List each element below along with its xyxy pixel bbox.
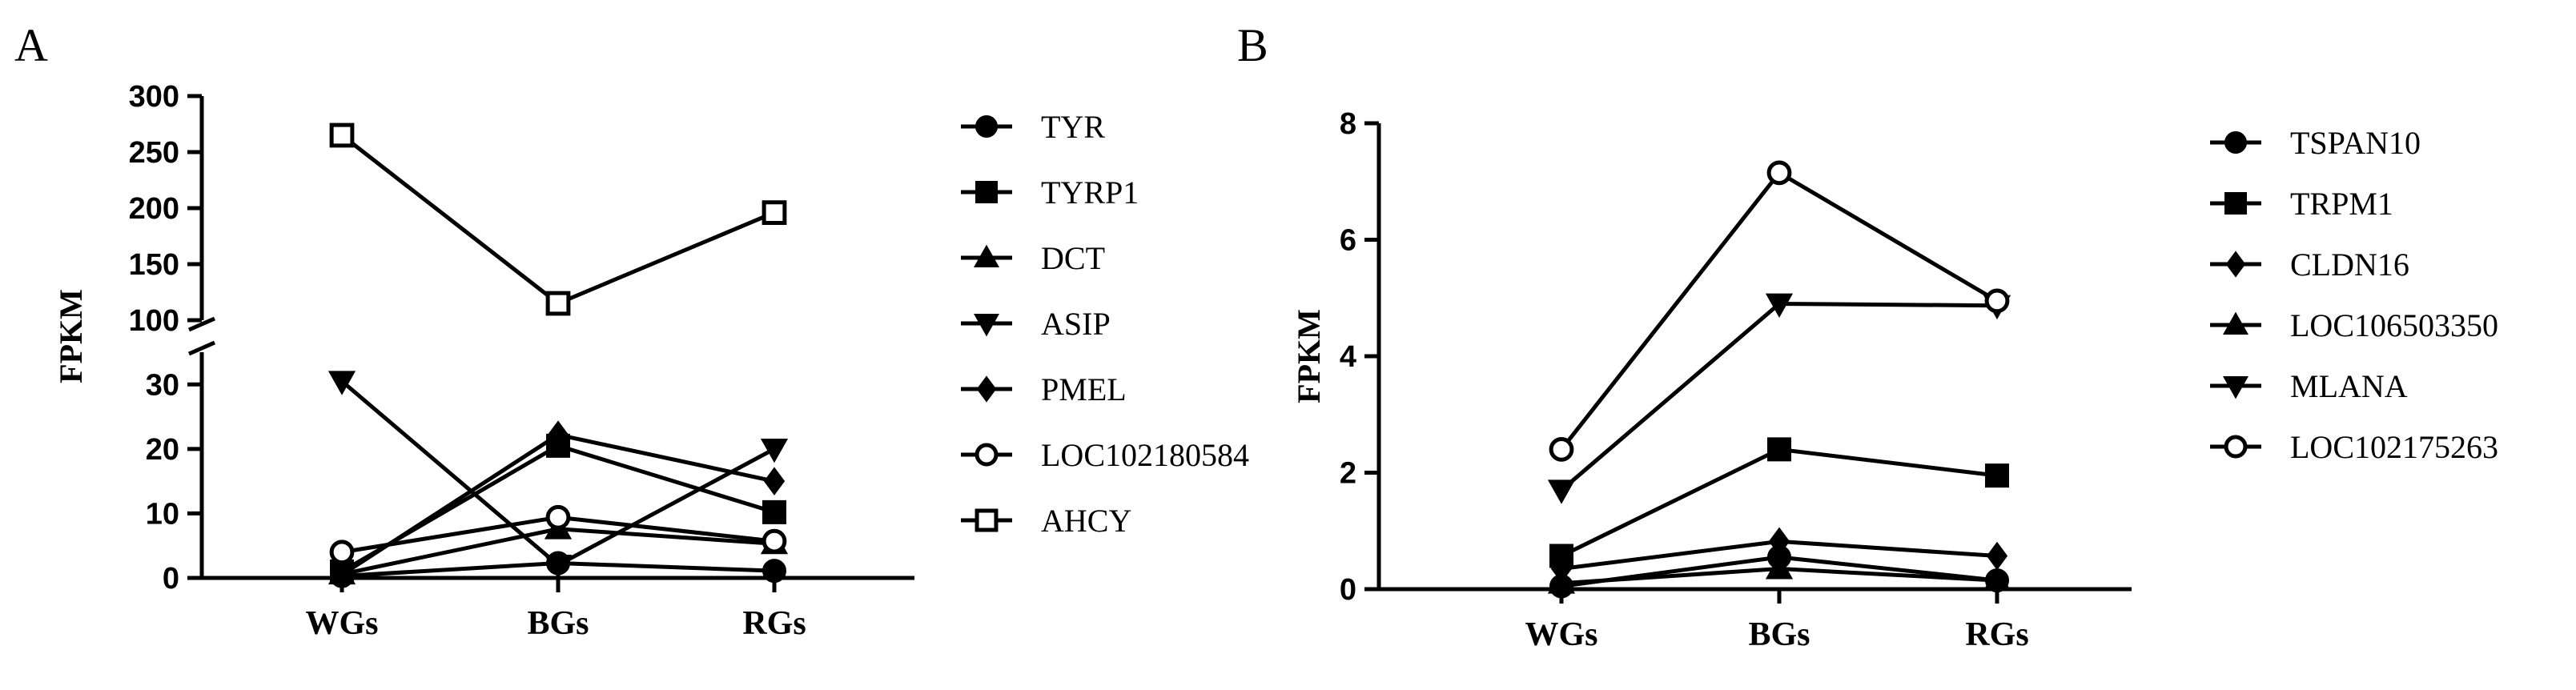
x-tick-label-rgs: RGs	[1965, 616, 2028, 653]
y-upper-tick-label-200: 200	[129, 192, 179, 226]
point-loc102175263-wgs	[1549, 437, 1574, 462]
legend-marker-tspan10	[2224, 131, 2247, 154]
legend-marker-asip	[973, 313, 1000, 337]
legend-label-trpm1: TRPM1	[2290, 186, 2393, 222]
chart-b: 0 2 4 6 8 WGs BGs RGs FPKM TSPAN10 TRPM1 CLDN16 LOC1…	[1291, 107, 2498, 653]
x-tick-label-bgs: BGs	[527, 605, 589, 642]
point-loc106503350-rgs	[1983, 566, 2011, 591]
x-tick-label-wgs: WGs	[305, 605, 378, 642]
y-tick-label-2: 2	[1340, 457, 1356, 491]
point-tyrp1-rgs	[762, 499, 786, 524]
legend-marker-mlana	[2222, 375, 2249, 399]
axis-break-mark-top	[187, 316, 216, 332]
series-line-ahcy	[340, 134, 775, 306]
series-line-mlana	[1560, 302, 1998, 492]
legend-marker-trpm1	[2224, 192, 2247, 215]
y-upper-tick-label-100: 100	[129, 304, 179, 338]
point-ahcy-bgs	[545, 291, 571, 316]
legend-marker-dct	[973, 244, 1000, 268]
point-pmel-bgs	[547, 420, 569, 449]
point-trpm1-rgs	[1985, 463, 2009, 488]
y-axis-label: FPKM	[1291, 309, 1327, 403]
legend-marker-loc102180584	[975, 443, 999, 467]
point-mlana-wgs	[1547, 479, 1576, 504]
axis-break-mark-bottom	[187, 340, 216, 356]
legend-label-loc102175263: LOC102175263	[2290, 429, 2498, 465]
y-lower-tick-label-20: 20	[146, 433, 179, 467]
legend-marker-pmel	[976, 375, 997, 403]
y-upper-tick-label-300: 300	[129, 80, 179, 114]
x-tick-label-wgs: WGs	[1525, 616, 1597, 653]
legend-label-dct: DCT	[1041, 240, 1105, 276]
panel-b-letter: B	[1237, 19, 1268, 71]
point-loc102180584-wgs	[329, 540, 355, 565]
y-upper-tick-label-150: 150	[129, 248, 179, 282]
legend-label-tyr: TYR	[1041, 109, 1105, 145]
legend-label-mlana: MLANA	[2290, 368, 2408, 404]
legend-marker-tyrp1	[975, 181, 998, 203]
x-tick-label-bgs: BGs	[1748, 616, 1810, 653]
legend-marker-ahcy	[975, 508, 999, 532]
point-asip-rgs	[760, 438, 789, 463]
point-ahcy-wgs	[329, 122, 355, 148]
legend-label-loc106503350: LOC106503350	[2290, 307, 2498, 343]
point-asip-bgs	[544, 554, 573, 580]
legend-marker-tyr	[975, 115, 998, 138]
chart-a: 100 150 200 250 300 0 10 20 30 WGs BGs RGs FPKM TYR TY…	[53, 80, 1249, 642]
legend-label-loc102180584: LOC102180584	[1041, 437, 1249, 473]
legend-label-pmel: PMEL	[1041, 371, 1127, 407]
y-axis-label: FPKM	[53, 289, 89, 383]
x-tick-label-rgs: RGs	[742, 605, 806, 642]
y-tick-label-4: 4	[1340, 340, 1356, 374]
panel-a-letter: A	[14, 19, 48, 71]
point-loc102175263-bgs	[1766, 160, 1792, 186]
point-pmel-rgs	[763, 467, 786, 495]
legend-label-tspan10: TSPAN10	[2290, 125, 2421, 161]
legend-marker-loc102175263	[2224, 435, 2248, 459]
y-upper-tick-label-250: 250	[129, 136, 179, 170]
legend-marker-loc106503350	[2222, 311, 2249, 335]
y-lower-tick-label-30: 30	[146, 368, 179, 402]
point-loc102180584-bgs	[545, 504, 571, 530]
legend-marker-cldn16	[2225, 251, 2246, 278]
y-lower-tick-label-10: 10	[146, 497, 179, 531]
y-tick-label-0: 0	[1340, 573, 1356, 607]
y-tick-label-6: 6	[1340, 224, 1356, 258]
point-pmel-wgs	[331, 560, 353, 589]
legend-label-ahcy: AHCY	[1041, 503, 1131, 539]
point-loc106503350-bgs	[1765, 555, 1794, 580]
point-loc106503350-wgs	[1547, 569, 1576, 594]
y-lower-tick-label-0: 0	[163, 562, 179, 596]
point-loc102175263-rgs	[1984, 288, 2010, 314]
y-tick-label-8: 8	[1340, 107, 1356, 141]
legend-label-tyrp1: TYRP1	[1041, 175, 1139, 211]
legend-label-asip: ASIP	[1041, 306, 1111, 342]
point-cldn16-rgs	[1986, 541, 2008, 571]
point-trpm1-bgs	[1767, 437, 1791, 462]
legend-label-cldn16: CLDN16	[2290, 247, 2409, 283]
point-cldn16-bgs	[1768, 527, 1790, 556]
point-ahcy-rgs	[762, 200, 787, 225]
point-asip-wgs	[328, 371, 356, 395]
point-loc102180584-rgs	[762, 528, 787, 554]
point-mlana-bgs	[1765, 293, 1794, 318]
point-tyr-rgs	[762, 559, 786, 584]
